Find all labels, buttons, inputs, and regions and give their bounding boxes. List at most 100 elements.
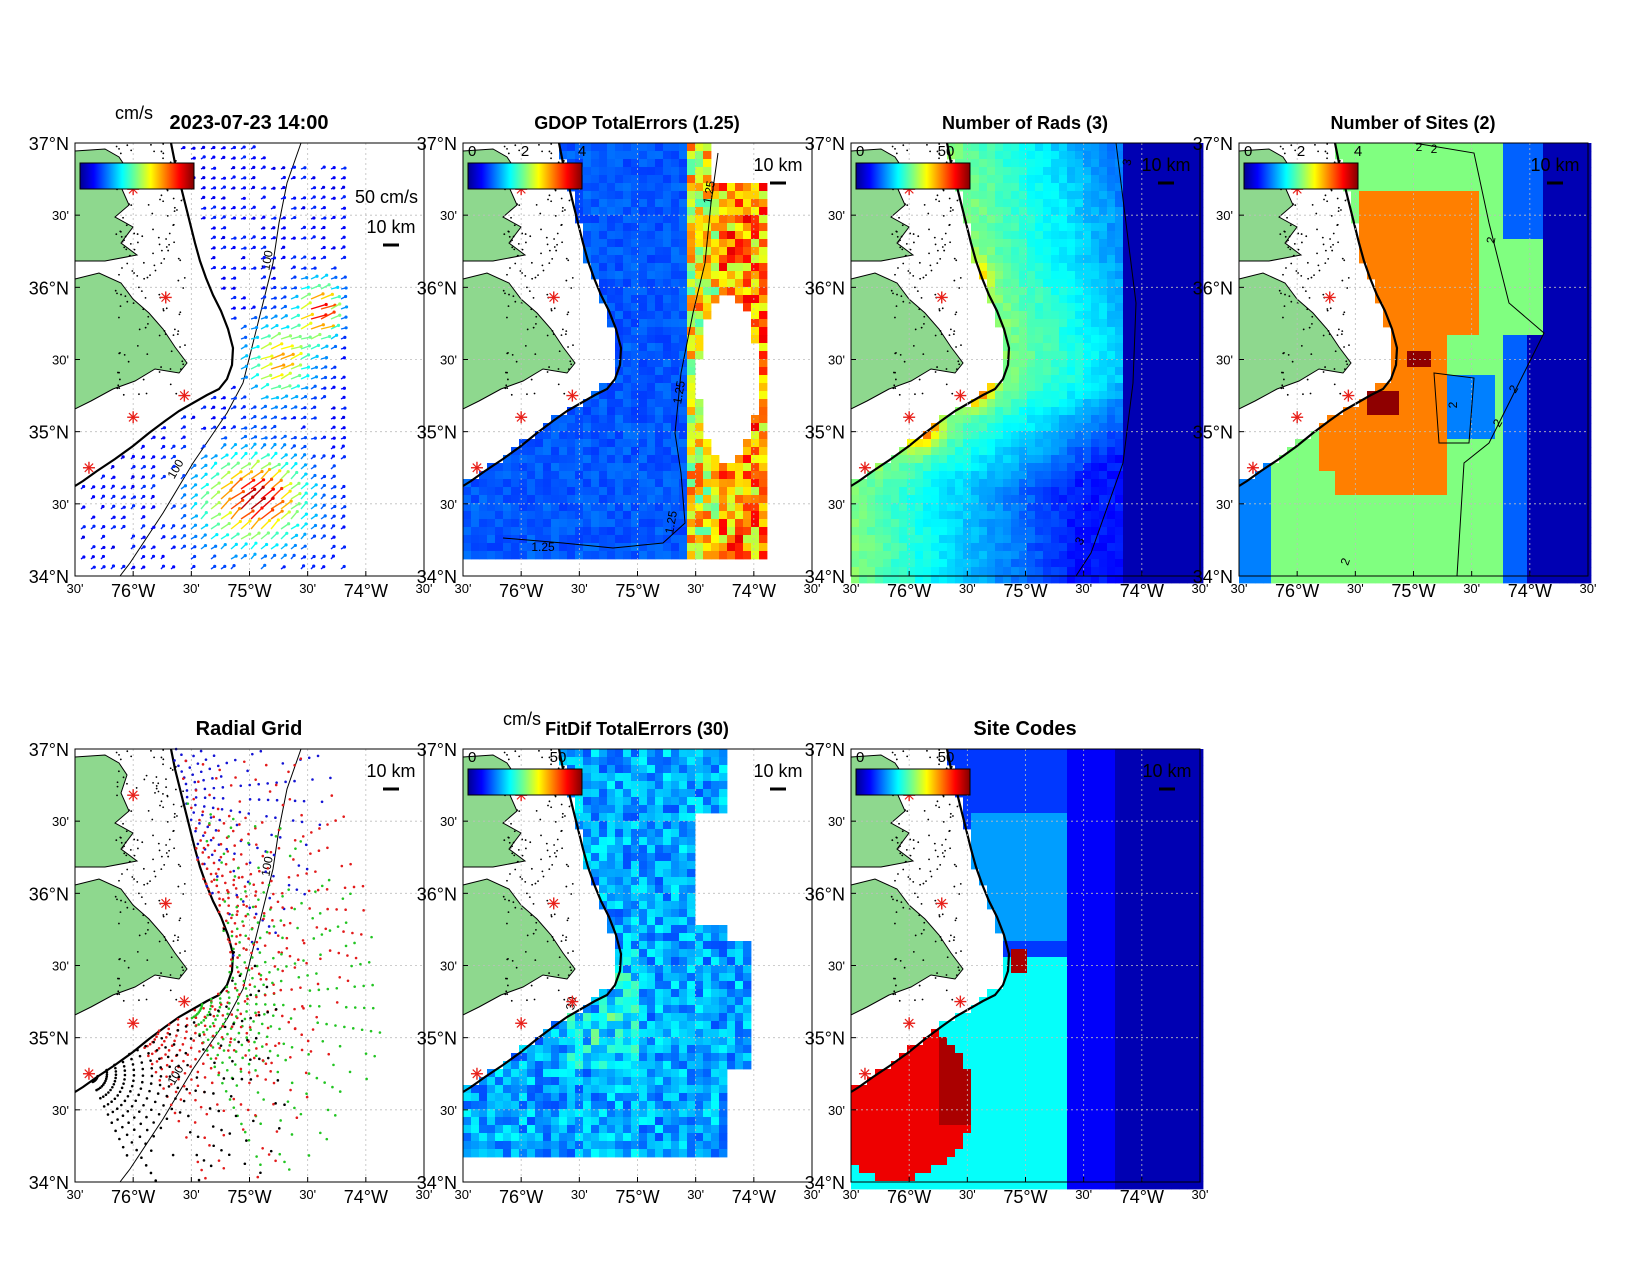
axis-ticks: 34°N30'35°N30'36°N30'37°N30' 76°W 30' 75°W 3… <box>805 740 1209 1207</box>
site-marker <box>547 291 560 304</box>
contour-label: 1.25 <box>662 509 680 535</box>
colorbar-tick-label: 2 <box>1297 143 1305 160</box>
lon-tick-label: 74°W <box>344 1187 388 1207</box>
lon-tick-label: 30' <box>804 581 821 596</box>
lat-tick-label: 30' <box>52 208 69 223</box>
colorbar-tick-label: 50 <box>938 749 955 766</box>
lon-tick-label: 30' <box>1463 581 1480 596</box>
site-marker <box>547 897 560 910</box>
lon-tick-label: 74°W <box>1120 581 1164 601</box>
lon-tick-label: 30' <box>416 581 433 596</box>
lon-tick-label: 30' <box>299 581 316 596</box>
coastline <box>1238 142 1399 487</box>
site-marker <box>903 1017 916 1030</box>
lon-tick-label: 76°W <box>111 581 155 601</box>
contour-label: 100 <box>258 249 275 271</box>
scale-bar-label: 10 km <box>1141 155 1190 175</box>
lat-tick-label: 34°N <box>29 1173 69 1193</box>
lon-tick-label: 30' <box>1580 581 1597 596</box>
lon-tick-label: 30' <box>959 581 976 596</box>
coastline <box>74 142 235 487</box>
land-south <box>462 272 576 410</box>
scale-bar-label: 10 km <box>1142 761 1191 781</box>
lat-tick-label: 30' <box>828 959 845 974</box>
lat-tick-label: 30' <box>440 208 457 223</box>
lon-tick-label: 30' <box>571 1187 588 1202</box>
lon-tick-label: 30' <box>183 1187 200 1202</box>
axis-ticks: 34°N30'35°N30'36°N30'37°N30' 76°W 30' 75°W 3… <box>1193 134 1597 601</box>
lon-tick-label: 76°W <box>499 581 543 601</box>
colorbar-unit-label: cm/s <box>503 709 541 729</box>
site-marker <box>903 411 916 424</box>
lon-tick-label: 76°W <box>499 1187 543 1207</box>
site-marker <box>470 461 483 474</box>
site-marker <box>935 897 948 910</box>
lon-tick-label: 75°W <box>227 581 271 601</box>
site-marker <box>515 411 528 424</box>
graticule <box>851 749 1200 1182</box>
lat-tick-label: 35°N <box>417 1029 457 1049</box>
panel-title: Site Codes <box>973 718 1076 740</box>
contour-label: 2 <box>1416 140 1423 154</box>
axis-ticks: 34°N30'35°N30'36°N30'37°N30' 76°W 30' 75°W 3… <box>29 134 433 601</box>
lon-tick-label: 74°W <box>732 581 776 601</box>
lon-tick-label: 30' <box>1192 581 1209 596</box>
lon-tick-label: 76°W <box>111 1187 155 1207</box>
panel-title: GDOP TotalErrors (1.25) <box>534 113 739 133</box>
lon-tick-label: 30' <box>67 1187 84 1202</box>
lat-tick-label: 36°N <box>805 278 845 298</box>
site-marker <box>566 995 579 1008</box>
lon-tick-label: 75°W <box>1003 581 1047 601</box>
colorbar: 0 50 cm/s <box>467 709 583 796</box>
lat-tick-label: 30' <box>440 497 457 512</box>
colorbar: 0 50 <box>855 749 971 796</box>
lat-tick-label: 30' <box>1216 497 1233 512</box>
lon-tick-label: 30' <box>1347 581 1364 596</box>
lon-tick-label: 75°W <box>1391 581 1435 601</box>
site-marker <box>127 1017 140 1030</box>
site-marker <box>159 291 172 304</box>
lat-tick-label: 30' <box>52 814 69 829</box>
lat-tick-label: 37°N <box>417 740 457 760</box>
lat-tick-label: 34°N <box>805 567 845 587</box>
lat-tick-label: 30' <box>828 497 845 512</box>
lat-tick-label: 30' <box>440 353 457 368</box>
coastline <box>850 748 1011 1093</box>
lon-tick-label: 30' <box>67 581 84 596</box>
graticule <box>1239 143 1588 576</box>
land-south <box>1238 272 1352 410</box>
colorbar-tick-label: 0 <box>1244 143 1252 160</box>
coastline <box>850 142 1011 487</box>
lat-tick-label: 37°N <box>805 134 845 154</box>
graticule <box>851 143 1200 576</box>
lat-tick-label: 35°N <box>1193 423 1233 443</box>
lon-tick-label: 76°W <box>887 581 931 601</box>
lat-tick-label: 37°N <box>29 134 69 154</box>
scale-bar: 10 km <box>366 761 416 791</box>
coastline <box>74 748 235 1093</box>
fitdif-field <box>463 749 752 1158</box>
contour-label: 1.25 <box>670 379 688 405</box>
lat-tick-label: 30' <box>1216 208 1233 223</box>
site-marker <box>858 461 871 474</box>
scale-bar-label: 10 km <box>366 761 415 781</box>
lat-tick-label: 37°N <box>417 134 457 154</box>
contour-1p25: 1.25 1.25 1.25 1.25 <box>502 152 719 554</box>
lon-tick-label: 30' <box>455 581 472 596</box>
land-south <box>850 272 964 410</box>
lon-tick-label: 75°W <box>227 1187 271 1207</box>
graticule <box>463 143 812 576</box>
lon-tick-label: 74°W <box>1120 1187 1164 1207</box>
site-marker <box>1291 411 1304 424</box>
axis-ticks: 34°N30'35°N30'36°N30'37°N30' 76°W 30' 75°W 3… <box>417 740 821 1207</box>
contour-label: 2 <box>1431 142 1438 156</box>
lat-tick-label: 30' <box>828 1103 845 1118</box>
site-marker <box>1323 291 1336 304</box>
site-marker <box>954 389 967 402</box>
panel-sitecodes: 10 km Site Codes 34°N30'35°N30'36°N30'37… <box>805 718 1209 1207</box>
panel-fitdif: 3010 km FitDif TotalErrors (30) 34°N30'3… <box>417 709 821 1207</box>
coastline <box>462 142 623 487</box>
